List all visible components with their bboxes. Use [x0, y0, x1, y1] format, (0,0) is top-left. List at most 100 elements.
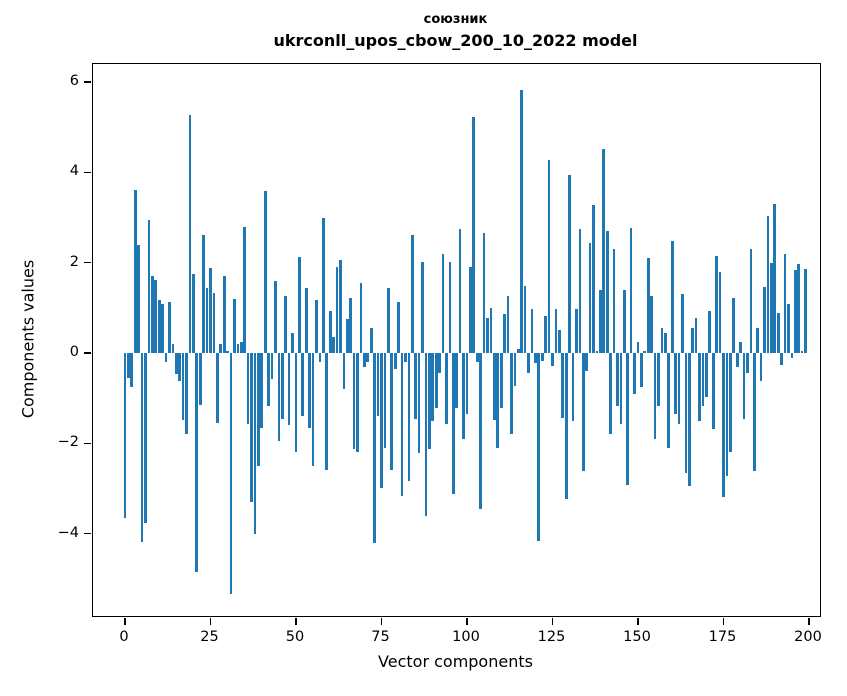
x-tick-mark	[124, 618, 126, 625]
y-tick-label: 4	[69, 163, 79, 180]
bar	[544, 315, 547, 353]
bar	[739, 341, 742, 353]
bar	[687, 353, 691, 487]
bar	[277, 353, 281, 442]
bar	[315, 300, 318, 353]
bar	[510, 353, 513, 435]
bar	[356, 353, 359, 453]
bar	[677, 353, 681, 425]
bar	[151, 276, 154, 353]
bar	[168, 301, 171, 353]
bar	[451, 353, 455, 495]
bar	[174, 353, 178, 375]
bar	[335, 267, 339, 353]
y-tick-label: 0	[69, 344, 79, 360]
bar	[233, 298, 236, 353]
bar	[602, 149, 606, 353]
bar	[390, 353, 394, 471]
bar	[657, 353, 660, 406]
bar	[530, 309, 534, 353]
x-tick-mark	[466, 618, 468, 625]
bar	[489, 307, 493, 353]
bar	[441, 253, 445, 353]
bar	[369, 327, 373, 353]
bar	[243, 226, 247, 353]
bar	[763, 287, 766, 353]
bar	[633, 353, 636, 394]
bar	[178, 353, 182, 382]
bar	[322, 217, 325, 353]
bar	[804, 269, 807, 353]
bar	[253, 353, 257, 534]
bar	[523, 286, 527, 353]
bar	[407, 353, 411, 482]
bar	[766, 216, 770, 353]
x-tick-mark	[380, 618, 383, 625]
bar	[626, 353, 630, 486]
y-tick-mark	[84, 532, 91, 535]
bar	[455, 353, 459, 408]
bar	[797, 263, 801, 353]
bar	[564, 353, 568, 500]
bar	[790, 353, 794, 358]
bar	[383, 353, 387, 448]
bar	[192, 274, 195, 353]
bar	[732, 298, 736, 353]
bar	[715, 255, 718, 353]
bar	[711, 353, 715, 430]
bar	[780, 353, 783, 366]
x-tick-label: 0	[119, 629, 129, 645]
bar	[756, 328, 760, 353]
bar	[640, 353, 643, 387]
y-tick-label: 2	[69, 253, 79, 270]
bar	[448, 261, 452, 353]
bar	[397, 301, 400, 353]
bar	[342, 353, 346, 390]
x-tick-mark	[808, 618, 810, 625]
bar	[438, 353, 441, 373]
bar	[376, 353, 380, 416]
bar	[496, 353, 500, 448]
bar	[469, 267, 472, 353]
bar	[472, 116, 476, 353]
bar	[735, 353, 739, 368]
bar	[612, 249, 616, 353]
bar	[465, 353, 469, 415]
bar	[793, 270, 797, 353]
bar	[339, 259, 342, 353]
bar	[202, 235, 205, 353]
bar	[400, 353, 404, 497]
bar	[181, 353, 185, 421]
bar	[554, 309, 558, 353]
bar	[205, 288, 209, 353]
bar	[267, 353, 270, 406]
bar	[585, 353, 589, 372]
y-tick-mark	[84, 442, 91, 445]
bar	[349, 298, 353, 353]
y-tick-label: −2	[57, 434, 79, 451]
bar	[493, 353, 496, 420]
bar	[424, 353, 428, 516]
bar	[742, 353, 746, 420]
bar	[352, 353, 356, 450]
x-tick-label: 100	[452, 629, 480, 645]
bar	[123, 353, 127, 519]
y-tick-mark	[84, 171, 91, 174]
bar	[137, 244, 141, 353]
chart-subtitle: ukrconll_upos_cbow_200_10_2022 model	[273, 31, 638, 50]
bar	[308, 353, 312, 428]
bar	[198, 353, 202, 405]
bar	[516, 349, 520, 353]
bar	[674, 353, 677, 415]
x-tick-label: 125	[537, 629, 566, 645]
bar	[667, 353, 671, 448]
bar	[698, 353, 701, 422]
bar	[787, 304, 790, 353]
x-tick-label: 150	[623, 629, 651, 645]
bar	[534, 353, 537, 363]
y-tick-mark	[84, 81, 91, 83]
bar	[404, 353, 407, 363]
bar	[783, 253, 787, 353]
x-axis-label: Vector components	[378, 652, 533, 671]
